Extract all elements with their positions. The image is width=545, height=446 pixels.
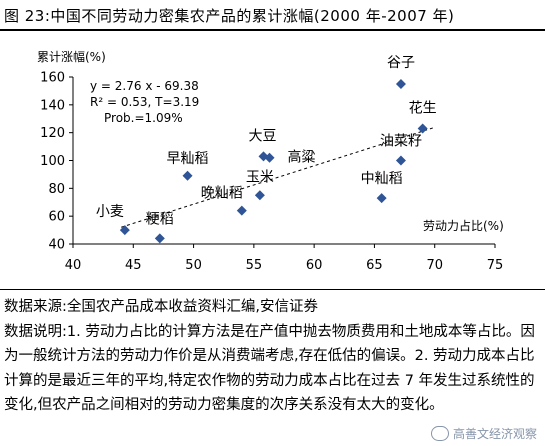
point-label: 小麦: [96, 204, 124, 220]
y-tick-label: 140: [40, 98, 65, 113]
top-divider: [0, 29, 545, 31]
point-label: 谷子: [387, 55, 415, 71]
trendline: [121, 126, 435, 228]
point-label: 高粱: [288, 149, 316, 166]
watermark: 高善文经济观察: [430, 425, 537, 442]
x-tick-label: 50: [185, 258, 202, 273]
point-label: 中籼稻: [361, 171, 403, 187]
source-note: 数据来源:全国农产品成本收益资料汇编,安信证券: [4, 299, 318, 315]
data-point: [154, 233, 165, 244]
data-point: [417, 123, 428, 134]
watermark-text: 高善文经济观察: [452, 427, 537, 441]
explanation-note: 数据说明:1. 劳动力占比的计算方法是在产值中抛去物质费用和土地成本等占比。因为…: [4, 323, 535, 414]
annotation-prob: Prob.=1.09%: [104, 111, 183, 125]
data-point: [182, 170, 193, 181]
point-label: 晚籼稻: [201, 186, 243, 202]
y-axis-title: 累计涨幅(%): [37, 49, 106, 64]
x-tick-label: 70: [426, 258, 443, 273]
y-tick-label: 120: [40, 126, 65, 141]
points-layer: [119, 78, 428, 244]
notes: 数据来源:全国农产品成本收益资料汇编,安信证券 数据说明:1. 劳动力占比的计算…: [4, 295, 540, 418]
x-tick-label: 65: [366, 258, 383, 273]
figure-title: 图 23:中国不同劳动力密集农产品的累计涨幅(2000 年-2007 年): [4, 7, 455, 25]
annotation-r2: R² = 0.53, T=3.19: [90, 95, 199, 109]
y-tick-label: 80: [48, 182, 65, 197]
x-tick-label: 45: [125, 258, 142, 273]
data-point: [254, 190, 265, 201]
notes-divider: [0, 289, 545, 290]
annotation-equation: y = 2.76 x - 69.38: [90, 79, 199, 93]
wechat-icon: [430, 426, 449, 441]
point-label: 花生: [409, 100, 437, 116]
x-tick-label: 40: [65, 258, 82, 273]
x-tick-label: 75: [487, 258, 504, 273]
x-tick-label: 60: [306, 258, 323, 273]
point-label: 早籼稻: [167, 151, 209, 167]
data-point: [119, 225, 130, 236]
x-tick-label: 55: [246, 258, 263, 273]
y-tick-label: 160: [40, 71, 65, 86]
y-tick-label: 60: [48, 210, 65, 225]
data-point: [264, 152, 275, 163]
y-tick-label: 100: [40, 154, 65, 169]
data-point: [376, 193, 387, 204]
x-axis-title: 劳动力占比(%): [423, 218, 504, 233]
x-axis: 40 45 50 55 60 65 70 75: [65, 243, 504, 273]
trendline-layer: [121, 126, 435, 228]
point-label: 油菜籽: [380, 134, 422, 150]
point-label: 大豆: [249, 128, 277, 144]
point-label: 玉米: [246, 169, 274, 185]
data-point: [395, 155, 406, 166]
scatter-chart: 40 60 80 100 120 140 160 40 45 50 55 60 65 70 75 小麦 粳稻…: [37, 49, 504, 273]
data-point: [236, 205, 247, 216]
y-tick-label: 40: [48, 238, 65, 253]
y-axis: 40 60 80 100 120 140 160: [40, 71, 74, 253]
data-point: [395, 78, 406, 89]
point-label: 粳稻: [146, 211, 174, 227]
